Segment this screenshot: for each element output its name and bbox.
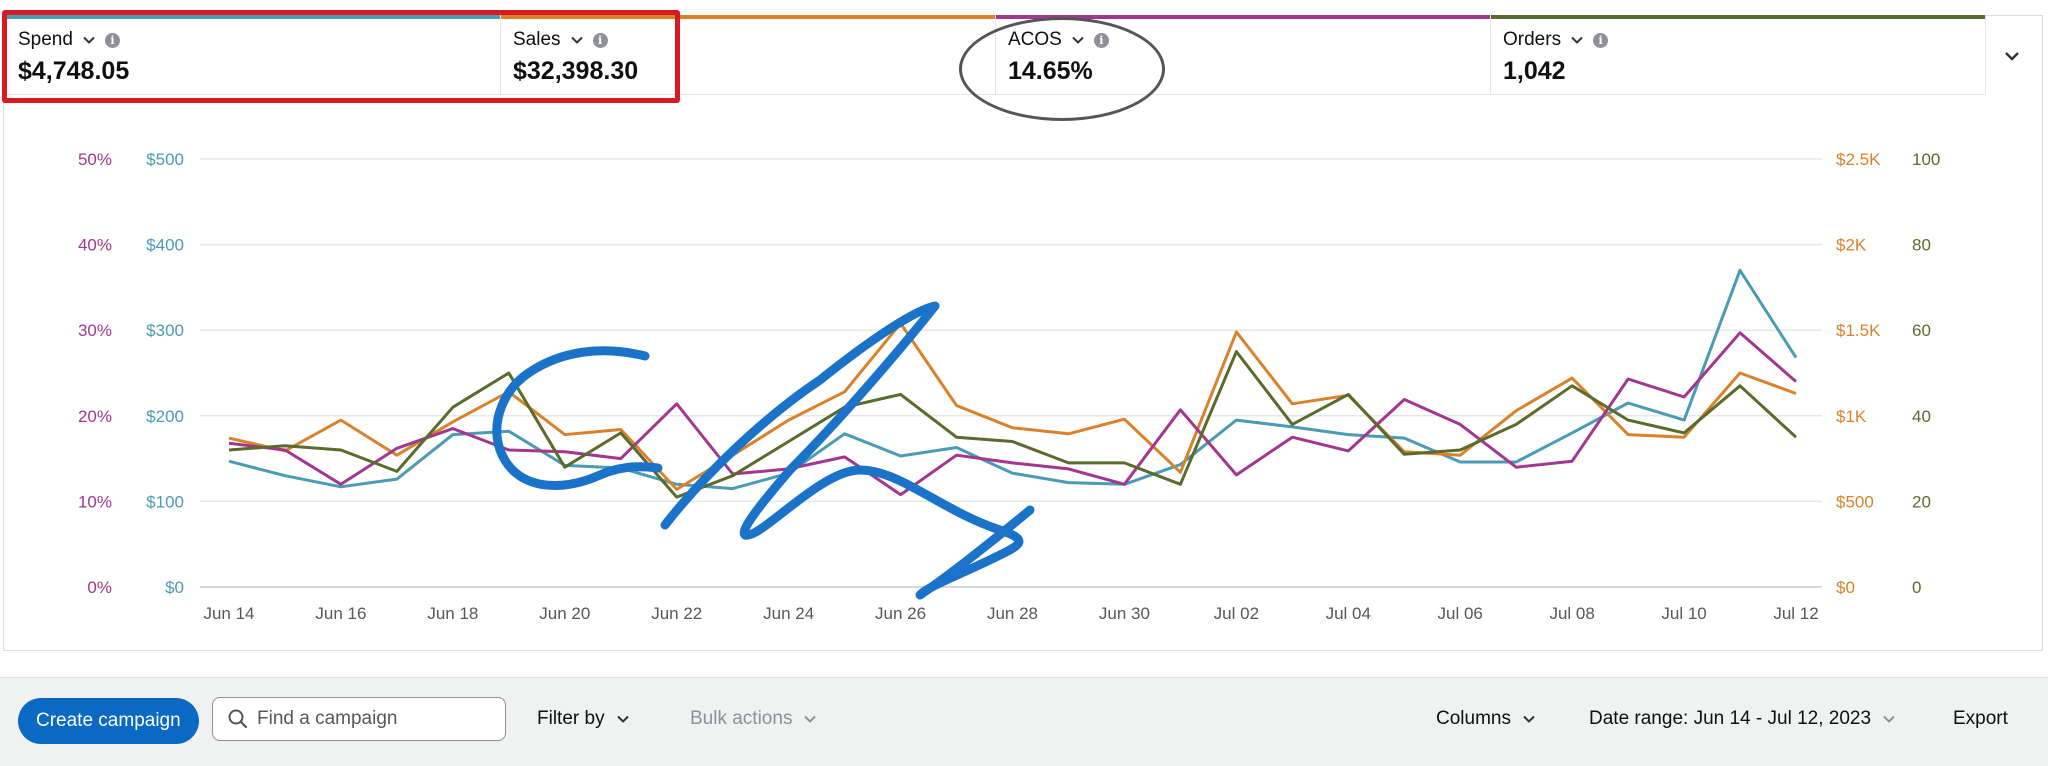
- campaign-toolbar: Create campaign Find a campaign Filter b…: [0, 677, 2048, 766]
- y-tick-label-acos: 50%: [78, 150, 112, 169]
- x-tick-label: Jul 06: [1438, 604, 1483, 623]
- y-tick-label-orders: 100: [1912, 150, 1940, 169]
- metric-spend[interactable]: Spend i $4,748.05: [6, 15, 501, 95]
- y-tick-label-sales: $1K: [1836, 407, 1867, 426]
- metric-color-bar: [6, 15, 500, 19]
- y-tick-label-orders: 40: [1912, 407, 1931, 426]
- y-tick-label-sales: $500: [1836, 492, 1874, 511]
- x-tick-label: Jun 22: [651, 604, 702, 623]
- y-tick-label-spend: $0: [165, 578, 184, 597]
- metric-color-bar: [996, 15, 1490, 19]
- y-tick-label-acos: 10%: [78, 492, 112, 511]
- y-tick-label-acos: 20%: [78, 407, 112, 426]
- columns-dropdown[interactable]: Columns: [1436, 708, 1537, 730]
- x-tick-label: Jun 16: [315, 604, 366, 623]
- x-tick-label: Jun 20: [539, 604, 590, 623]
- series-line-acos: [228, 331, 1797, 497]
- chevron-down-icon: [616, 715, 629, 723]
- chart-panel: [3, 15, 2043, 651]
- chevron-down-icon: [1523, 715, 1535, 723]
- bulk-actions-dropdown[interactable]: Bulk actions: [690, 708, 818, 730]
- series-line-spend: [228, 268, 1798, 491]
- y-tick-label-acos: 30%: [78, 321, 112, 340]
- search-icon: [228, 709, 248, 729]
- y-tick-label-acos: 0%: [87, 578, 112, 597]
- metric-sales[interactable]: Sales i $32,398.30: [501, 15, 996, 95]
- date-range-dropdown[interactable]: Date range: Jun 14 - Jul 12, 2023: [1589, 708, 1897, 730]
- y-tick-label-spend: $100: [146, 492, 184, 511]
- series-line-sales: [228, 321, 1797, 491]
- info-icon[interactable]: i: [1593, 32, 1609, 48]
- chevron-down-icon[interactable]: [569, 32, 585, 48]
- create-campaign-button[interactable]: Create campaign: [18, 698, 199, 744]
- metric-color-bar: [501, 15, 995, 19]
- x-tick-label: Jul 08: [1549, 604, 1594, 623]
- x-tick-label: Jul 10: [1661, 604, 1706, 623]
- y-tick-label-sales: $2K: [1836, 236, 1867, 255]
- y-tick-label-spend: $500: [146, 150, 184, 169]
- chevron-down-icon: [804, 715, 817, 723]
- export-button[interactable]: Export: [1953, 708, 2008, 729]
- metric-label: Spend: [18, 29, 73, 50]
- metric-label: Sales: [513, 29, 561, 50]
- y-tick-label-orders: 0: [1912, 578, 1921, 597]
- info-icon[interactable]: i: [592, 32, 608, 48]
- expand-chevron-icon[interactable]: [1998, 42, 2026, 70]
- x-tick-label: Jun 28: [987, 604, 1038, 623]
- filter-by-dropdown[interactable]: Filter by: [537, 708, 631, 730]
- y-tick-label-spend: $200: [146, 407, 184, 426]
- y-tick-label-orders: 80: [1912, 236, 1931, 255]
- series-line-orders: [228, 350, 1798, 499]
- x-tick-label: Jun 18: [427, 604, 478, 623]
- y-tick-label-orders: 60: [1912, 321, 1931, 340]
- find-campaign-search[interactable]: Find a campaign: [212, 697, 506, 741]
- metric-value: $32,398.30: [513, 57, 639, 85]
- y-tick-label-sales: $0: [1836, 578, 1855, 597]
- blue-scribble-annotation: [492, 301, 1035, 600]
- metric-color-bar: [1491, 15, 1985, 19]
- x-tick-label: Jun 30: [1099, 604, 1150, 623]
- x-tick-label: Jun 14: [203, 604, 254, 623]
- x-tick-label: Jul 12: [1773, 604, 1818, 623]
- chevron-down-icon[interactable]: [1569, 32, 1585, 48]
- y-tick-label-sales: $1.5K: [1836, 321, 1881, 340]
- y-tick-label-acos: 40%: [78, 236, 112, 255]
- info-icon[interactable]: i: [104, 32, 120, 48]
- x-tick-label: Jul 04: [1326, 604, 1371, 623]
- y-tick-label-spend: $400: [146, 236, 184, 255]
- chevron-down-icon: [1883, 715, 1895, 723]
- chevron-down-icon[interactable]: [81, 32, 97, 48]
- y-tick-label-sales: $2.5K: [1836, 150, 1881, 169]
- x-tick-label: Jun 24: [763, 604, 814, 623]
- red-highlight-box: [2, 10, 680, 103]
- search-placeholder: Find a campaign: [257, 708, 398, 729]
- metric-orders[interactable]: Orders i 1,042: [1491, 15, 1986, 95]
- performance-line-chart: 0% 10% 20% 30% 40% 50% $0 $100 $200 $300 $400 $500 $…: [78, 150, 1940, 623]
- metric-value: $4,748.05: [18, 57, 130, 85]
- x-tick-label: Jul 02: [1214, 604, 1259, 623]
- metric-value: 1,042: [1503, 57, 1566, 85]
- metric-label: Orders: [1503, 29, 1562, 50]
- ellipse-highlight: [959, 17, 1165, 121]
- y-tick-label-orders: 20: [1912, 492, 1931, 511]
- x-tick-label: Jun 26: [875, 604, 926, 623]
- y-tick-label-spend: $300: [146, 321, 184, 340]
